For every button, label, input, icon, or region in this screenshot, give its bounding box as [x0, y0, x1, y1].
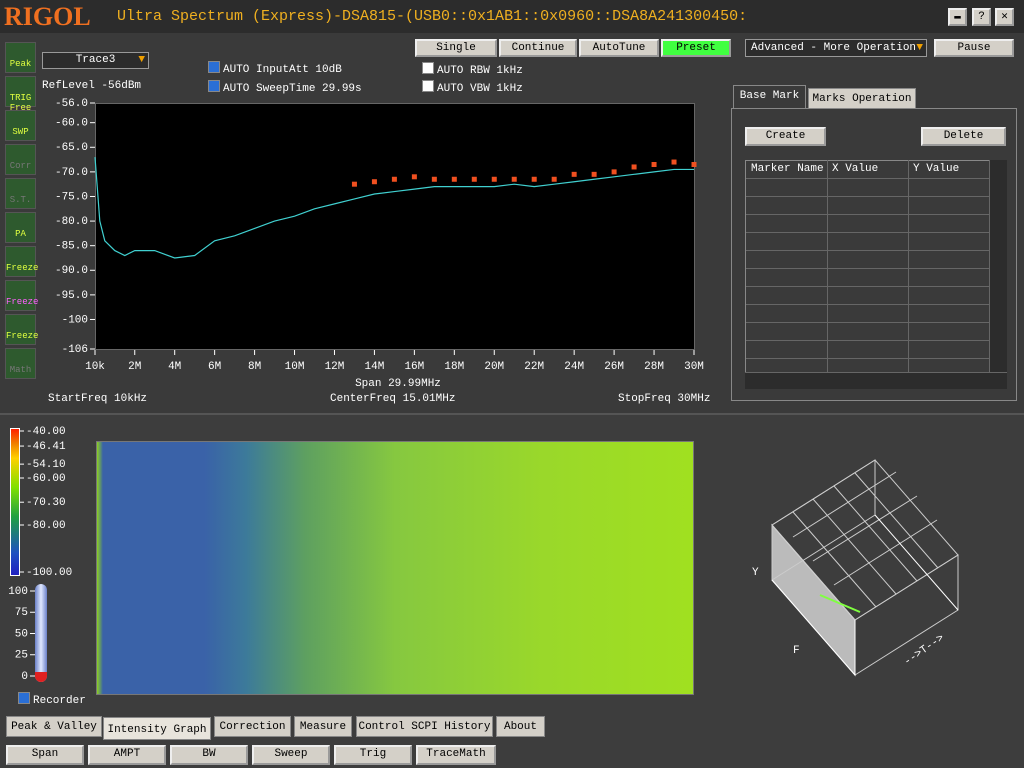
single-button[interactable]: Single	[415, 39, 497, 57]
bottom-button[interactable]: Trig	[334, 745, 412, 765]
preset-button[interactable]: Preset	[661, 39, 731, 57]
bottom-tab[interactable]: Peak & Valley	[6, 716, 102, 737]
input-att-option[interactable]: AUTO InputAtt 10dB	[208, 61, 342, 76]
input-att: AUTO InputAtt 10dB	[223, 64, 342, 76]
sidebar-icon[interactable]: TRIG Free	[5, 76, 36, 113]
continue-button[interactable]: Continue	[499, 39, 577, 57]
delete-button[interactable]: Delete	[921, 127, 1006, 146]
recorder-bar	[35, 584, 47, 682]
vbw-option[interactable]: AUTO VBW 1kHz	[422, 80, 523, 95]
sidebar-icon[interactable]: Freeze	[5, 314, 38, 345]
pause-button[interactable]: Pause	[934, 39, 1014, 57]
bottom-button[interactable]: Span	[6, 745, 84, 765]
bottom-button[interactable]: TraceMath	[416, 745, 496, 765]
bottom-tab[interactable]: Correction	[214, 716, 291, 737]
vbw: AUTO VBW 1kHz	[437, 83, 523, 95]
axis-label-t: -->T-->	[902, 632, 947, 668]
mode-label: Advanced - More Operation	[751, 42, 917, 54]
close[interactable]: ✕	[995, 8, 1014, 26]
mode-dropdown[interactable]: Advanced - More Operation ▼	[745, 39, 927, 57]
sidebar-icon[interactable]: Freeze	[5, 246, 38, 277]
base-mark-tab[interactable]: Base Mark	[733, 85, 806, 109]
rbw-option[interactable]: AUTO RBW 1kHz	[422, 62, 523, 77]
spectrum-plot	[95, 103, 695, 350]
marks-operation-tab[interactable]: Marks Operation	[808, 88, 916, 109]
autotune-button[interactable]: AutoTune	[579, 39, 659, 57]
help[interactable]: ?	[972, 8, 991, 26]
axis-label-y: Y	[752, 567, 759, 579]
sweep-time: AUTO SweepTime 29.99s	[223, 83, 362, 95]
marker-panel	[731, 108, 1017, 401]
scale-label: -60.00	[26, 473, 66, 485]
axis-label-f: F	[793, 645, 800, 657]
recorder-label: Recorder	[33, 695, 86, 707]
title-bar	[0, 0, 1024, 33]
scale-label: -70.30	[26, 497, 66, 509]
trace-dropdown[interactable]: Trace3 ▼	[42, 52, 149, 69]
ref-level: RefLevel -56dBm	[42, 80, 142, 92]
recorder-label: 0	[21, 671, 28, 683]
recorder-level	[35, 672, 47, 682]
scale-label: -80.00	[26, 520, 66, 532]
logo: RIGOL	[4, 2, 91, 31]
recorder-label: 100	[8, 586, 28, 598]
column-header: Y Value	[913, 163, 960, 175]
scale-label: -54.10	[26, 459, 66, 471]
bottom-tab[interactable]: About	[496, 716, 545, 737]
marker-table	[745, 160, 1007, 389]
bottom-button[interactable]: AMPT	[88, 745, 166, 765]
scale-label: -46.41	[26, 441, 66, 453]
trace-label: Trace3	[75, 54, 116, 66]
cube-3d	[771, 459, 959, 677]
sidebar-icon[interactable]: PA	[5, 212, 36, 243]
bottom-tab[interactable]: Intensity Graph	[103, 717, 211, 740]
sidebar-icon[interactable]: S.T.	[5, 178, 36, 209]
sidebar-icon[interactable]: SWP	[5, 110, 36, 141]
bottom-button[interactable]: BW	[170, 745, 248, 765]
scale-label: -40.00	[26, 426, 66, 438]
create-button[interactable]: Create	[745, 127, 826, 146]
scrollbar[interactable]	[989, 160, 1007, 372]
sweep-time-option[interactable]: AUTO SweepTime 29.99s	[208, 80, 362, 95]
column-header: Marker Name	[751, 163, 824, 175]
color-scale	[10, 428, 20, 576]
sidebar-icon[interactable]: Freeze	[5, 280, 38, 311]
h-scrollbar[interactable]	[745, 372, 1007, 389]
window-title: Ultra Spectrum (Express)-DSA815-(USB0::0…	[117, 8, 748, 25]
bottom-button[interactable]: Sweep	[252, 745, 330, 765]
sidebar-icon[interactable]: Corr	[5, 144, 36, 175]
recorder-label: 75	[15, 607, 28, 619]
bottom-tab[interactable]: Measure	[294, 716, 352, 737]
rbw: AUTO RBW 1kHz	[437, 65, 523, 77]
recorder-label: 25	[15, 650, 28, 662]
bottom-tab[interactable]: Control SCPI History	[356, 716, 493, 737]
intensity-graph	[96, 441, 694, 695]
recorder-label: 50	[15, 628, 28, 640]
column-header: X Value	[832, 163, 879, 175]
minimize[interactable]: ▬	[948, 8, 967, 26]
scale-label: -100.00	[26, 567, 72, 579]
sidebar-icon[interactable]: Math	[5, 348, 36, 379]
sidebar-icon[interactable]: Peak	[5, 42, 36, 73]
recorder-option[interactable]: Recorder	[18, 692, 86, 707]
